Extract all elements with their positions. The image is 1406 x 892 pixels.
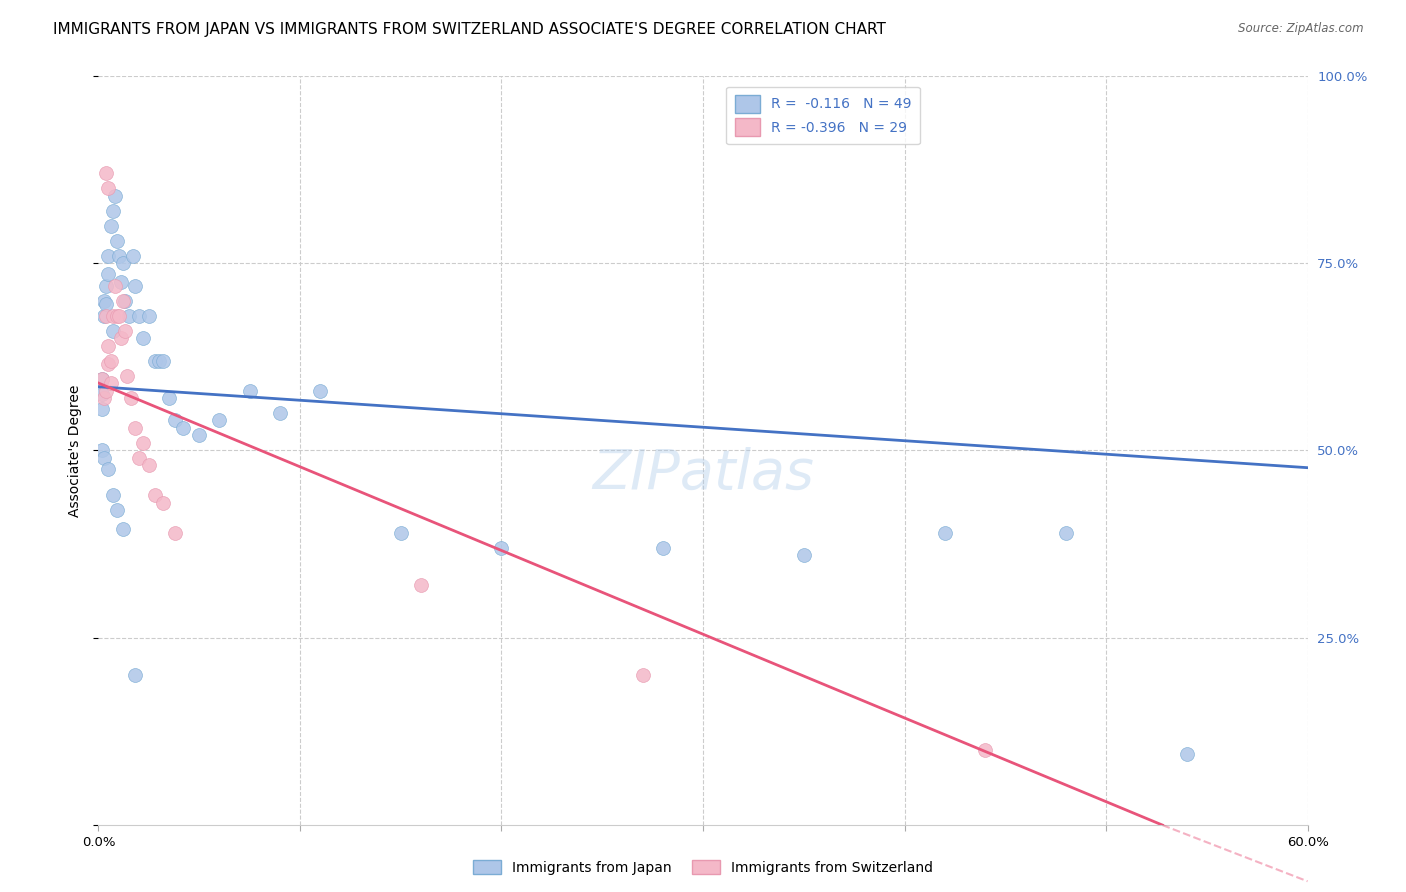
Point [91, 372, 114, 386]
Point [105, 234, 128, 248]
Point [100, 353, 122, 368]
Point [1054, 525, 1077, 540]
Y-axis label: Associate's Degree: Associate's Degree [69, 384, 83, 516]
Point [138, 309, 160, 323]
Point [118, 309, 141, 323]
Point [97, 462, 120, 476]
Point [157, 391, 180, 405]
Point [93, 309, 115, 323]
Point [124, 668, 146, 682]
Point [148, 353, 170, 368]
Point [115, 368, 138, 383]
Point [111, 293, 134, 308]
Point [96, 166, 118, 180]
Point [114, 324, 136, 338]
Point [239, 384, 262, 398]
Point [309, 384, 332, 398]
Point [97, 357, 120, 371]
Point [163, 525, 186, 540]
Point [100, 376, 122, 390]
Legend: Immigrants from Japan, Immigrants from Switzerland: Immigrants from Japan, Immigrants from S… [467, 855, 939, 880]
Point [132, 331, 155, 345]
Point [91, 402, 114, 417]
Point [143, 488, 166, 502]
Point [97, 338, 120, 352]
Point [105, 503, 128, 517]
Point [101, 324, 124, 338]
Point [97, 249, 120, 263]
Point [631, 668, 654, 682]
Point [101, 488, 124, 502]
Point [143, 353, 166, 368]
Point [651, 541, 673, 555]
Point [97, 268, 120, 282]
Point [93, 293, 115, 308]
Point [100, 219, 122, 233]
Point [152, 496, 174, 510]
Point [91, 443, 114, 458]
Legend: R =  -0.116   N = 49, R = -0.396   N = 29: R = -0.116 N = 49, R = -0.396 N = 29 [727, 87, 920, 145]
Point [974, 743, 997, 757]
Text: Source: ZipAtlas.com: Source: ZipAtlas.com [1239, 22, 1364, 36]
Point [124, 421, 146, 435]
Point [793, 549, 815, 563]
Point [110, 275, 132, 289]
Point [163, 413, 186, 427]
Point [138, 458, 160, 473]
Point [101, 203, 124, 218]
Point [103, 278, 125, 293]
Text: IMMIGRANTS FROM JAPAN VS IMMIGRANTS FROM SWITZERLAND ASSOCIATE'S DEGREE CORRELAT: IMMIGRANTS FROM JAPAN VS IMMIGRANTS FROM… [53, 22, 886, 37]
Point [132, 436, 155, 450]
Point [120, 391, 142, 405]
Point [121, 249, 143, 263]
Point [389, 525, 412, 540]
Point [96, 278, 118, 293]
Point [172, 421, 194, 435]
Point [152, 353, 174, 368]
Point [491, 541, 513, 555]
Point [93, 391, 115, 405]
Point [96, 297, 118, 311]
Point [409, 578, 432, 592]
Point [107, 309, 129, 323]
Point [208, 413, 231, 427]
Point [91, 387, 114, 401]
Point [934, 525, 956, 540]
Point [124, 278, 146, 293]
Point [96, 309, 118, 323]
Point [128, 450, 150, 465]
Point [103, 188, 125, 202]
Point [111, 256, 134, 270]
Point [97, 181, 120, 195]
Point [111, 522, 134, 536]
Point [105, 309, 128, 323]
Point [107, 249, 129, 263]
Point [96, 384, 118, 398]
Point [110, 331, 132, 345]
Point [114, 293, 136, 308]
Text: ZIPatlas: ZIPatlas [592, 446, 814, 500]
Point [128, 309, 150, 323]
Point [101, 309, 124, 323]
Point [269, 406, 291, 420]
Point [188, 428, 211, 442]
Point [1175, 747, 1198, 761]
Point [93, 450, 115, 465]
Point [91, 372, 114, 386]
